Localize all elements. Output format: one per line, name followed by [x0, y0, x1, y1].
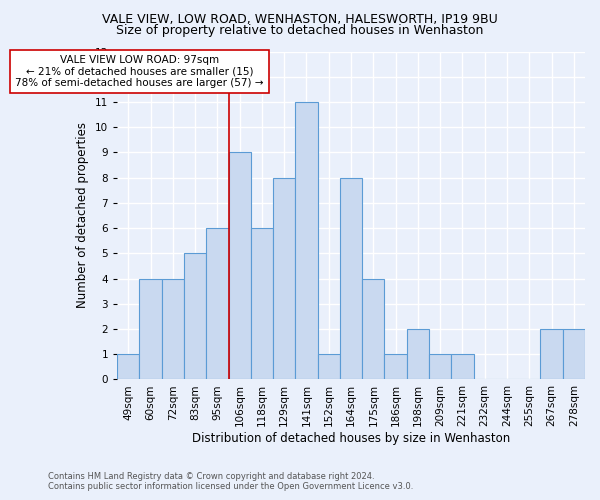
Bar: [317, 354, 340, 380]
Bar: [385, 354, 407, 380]
Y-axis label: Number of detached properties: Number of detached properties: [76, 122, 89, 308]
Bar: [206, 228, 229, 380]
Bar: [184, 254, 206, 380]
X-axis label: Distribution of detached houses by size in Wenhaston: Distribution of detached houses by size …: [192, 432, 510, 445]
Bar: [139, 278, 161, 380]
Bar: [161, 278, 184, 380]
Bar: [229, 152, 251, 380]
Bar: [251, 228, 273, 380]
Bar: [117, 354, 139, 380]
Bar: [563, 329, 585, 380]
Text: VALE VIEW LOW ROAD: 97sqm
← 21% of detached houses are smaller (15)
78% of semi-: VALE VIEW LOW ROAD: 97sqm ← 21% of detac…: [15, 55, 263, 88]
Bar: [407, 329, 429, 380]
Text: Contains HM Land Registry data © Crown copyright and database right 2024.
Contai: Contains HM Land Registry data © Crown c…: [48, 472, 413, 491]
Bar: [340, 178, 362, 380]
Bar: [295, 102, 317, 380]
Bar: [541, 329, 563, 380]
Text: VALE VIEW, LOW ROAD, WENHASTON, HALESWORTH, IP19 9BU: VALE VIEW, LOW ROAD, WENHASTON, HALESWOR…: [102, 12, 498, 26]
Bar: [273, 178, 295, 380]
Bar: [362, 278, 385, 380]
Bar: [451, 354, 473, 380]
Bar: [429, 354, 451, 380]
Text: Size of property relative to detached houses in Wenhaston: Size of property relative to detached ho…: [116, 24, 484, 37]
